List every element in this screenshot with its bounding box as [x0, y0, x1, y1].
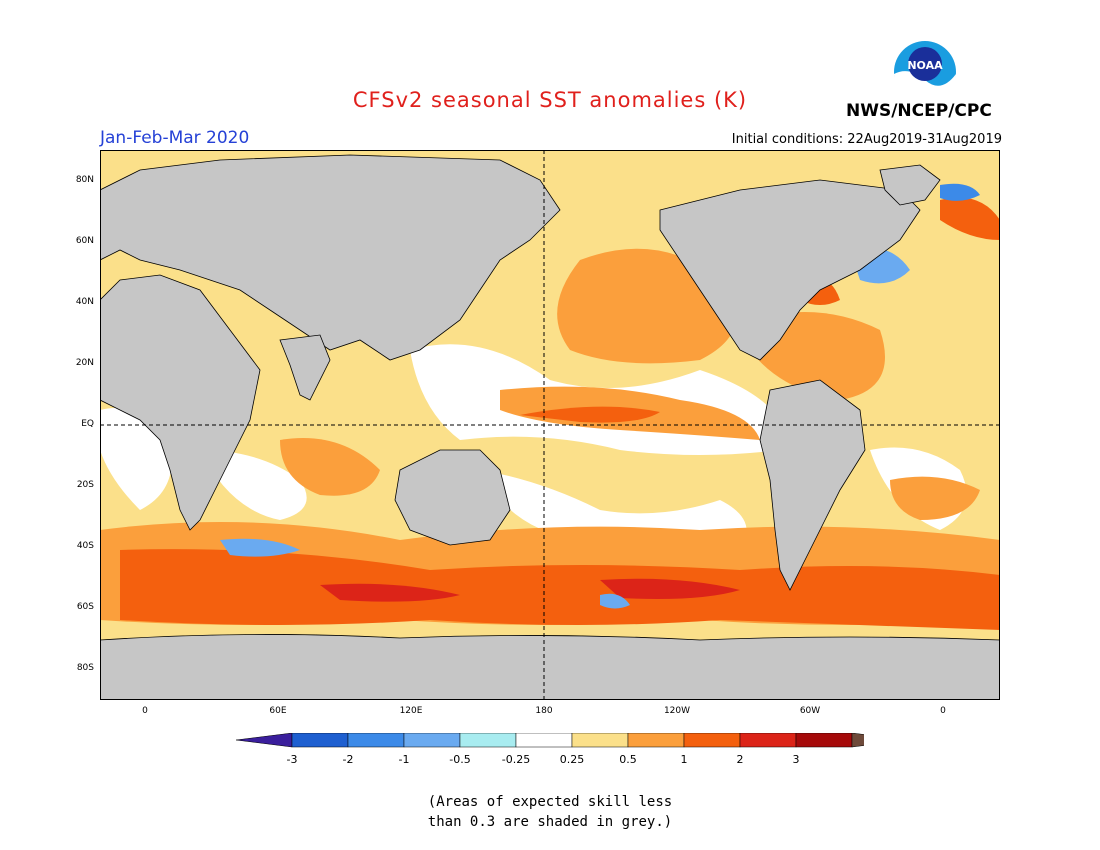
sst-anomaly-map — [100, 150, 1000, 700]
colorbar-swatch — [571, 733, 629, 748]
anomaly-darkred-south-indian — [320, 583, 460, 602]
colorbar-swatch — [459, 733, 517, 748]
land-eurasia — [100, 154, 561, 361]
colorbar-swatch — [403, 733, 461, 748]
lat-label: 80N — [75, 175, 94, 185]
colorbar-label: -2 — [342, 753, 354, 766]
anomaly-darkred-south-pacific — [600, 578, 740, 599]
lat-label: 20N — [75, 358, 94, 368]
lat-label: 60N — [75, 236, 94, 246]
land-australia — [394, 449, 511, 546]
land-north-america — [659, 179, 921, 361]
lon-label: 60E — [269, 706, 287, 716]
logo-text: NOAA — [907, 59, 943, 72]
colorbar-label: 3 — [792, 753, 800, 766]
colorbar-label: 2 — [736, 753, 744, 766]
colorbar-label: 0.5 — [619, 753, 637, 766]
colorbar-label: 1 — [680, 753, 688, 766]
lon-label: 0 — [142, 706, 148, 716]
land-masses — [100, 154, 1000, 700]
anomaly-orange-south-atlantic — [890, 476, 980, 520]
colorbar-swatch — [683, 733, 741, 748]
lat-label: 80S — [76, 663, 94, 673]
land-africa — [100, 274, 261, 531]
lat-label: EQ — [81, 419, 94, 429]
colorbar-swatch — [627, 733, 685, 748]
colorbar-swatch — [347, 733, 405, 748]
colorbar-label: -3 — [286, 753, 298, 766]
anomaly-blue-south-pacific — [600, 593, 630, 609]
colorbar-arrow-low — [236, 733, 293, 748]
lat-label: 60S — [76, 602, 94, 612]
anomaly-blue-south-indian — [220, 538, 300, 557]
colorbar-label: -1 — [398, 753, 410, 766]
lat-label: 40S — [76, 541, 94, 551]
lat-label: 40N — [75, 297, 94, 307]
anomaly-blue-barents-east — [940, 183, 980, 201]
season-label: Jan-Feb-Mar 2020 — [100, 128, 250, 148]
lon-label: 0 — [940, 706, 946, 716]
agency-label: NWS/NCEP/CPC — [846, 101, 992, 121]
land-south-america — [759, 379, 866, 591]
colorbar-swatch — [291, 733, 349, 748]
colorbar-label: -0.5 — [449, 753, 471, 766]
skill-note-line-2: than 0.3 are shaded in grey.) — [427, 814, 673, 830]
skill-note-line-1: (Areas of expected skill less — [427, 794, 673, 810]
colorbar-arrow-high — [851, 733, 864, 748]
anomaly-red-equatorial — [520, 406, 660, 423]
chart-title: CFSv2 seasonal SST anomalies (K) — [352, 88, 748, 112]
colorbar-swatch — [515, 733, 573, 748]
colorbar-swatch — [739, 733, 797, 748]
map-frame — [100, 150, 1000, 700]
colorbar-legend — [236, 733, 864, 748]
colorbar-label: 0.25 — [559, 753, 585, 766]
land-greenland — [879, 164, 941, 206]
lon-label: 120E — [399, 706, 423, 716]
noaa-logo-icon: NOAA — [894, 41, 956, 104]
lon-label: 120W — [663, 706, 691, 716]
lat-label: 20S — [76, 480, 94, 490]
land-antarctica — [100, 634, 1000, 700]
lon-label: 60W — [799, 706, 821, 716]
skill-note: (Areas of expected skill less than 0.3 a… — [0, 792, 1100, 832]
colorbar-label: -0.25 — [501, 753, 531, 766]
initial-conditions-label: Initial conditions: 22Aug2019-31Aug2019 — [731, 132, 1002, 147]
anomaly-orange-indian-south — [280, 438, 380, 496]
colorbar-swatch — [795, 733, 853, 748]
lon-label: 180 — [535, 706, 553, 716]
anomaly-red-nordic-east — [940, 197, 1000, 240]
land-india — [279, 334, 331, 401]
